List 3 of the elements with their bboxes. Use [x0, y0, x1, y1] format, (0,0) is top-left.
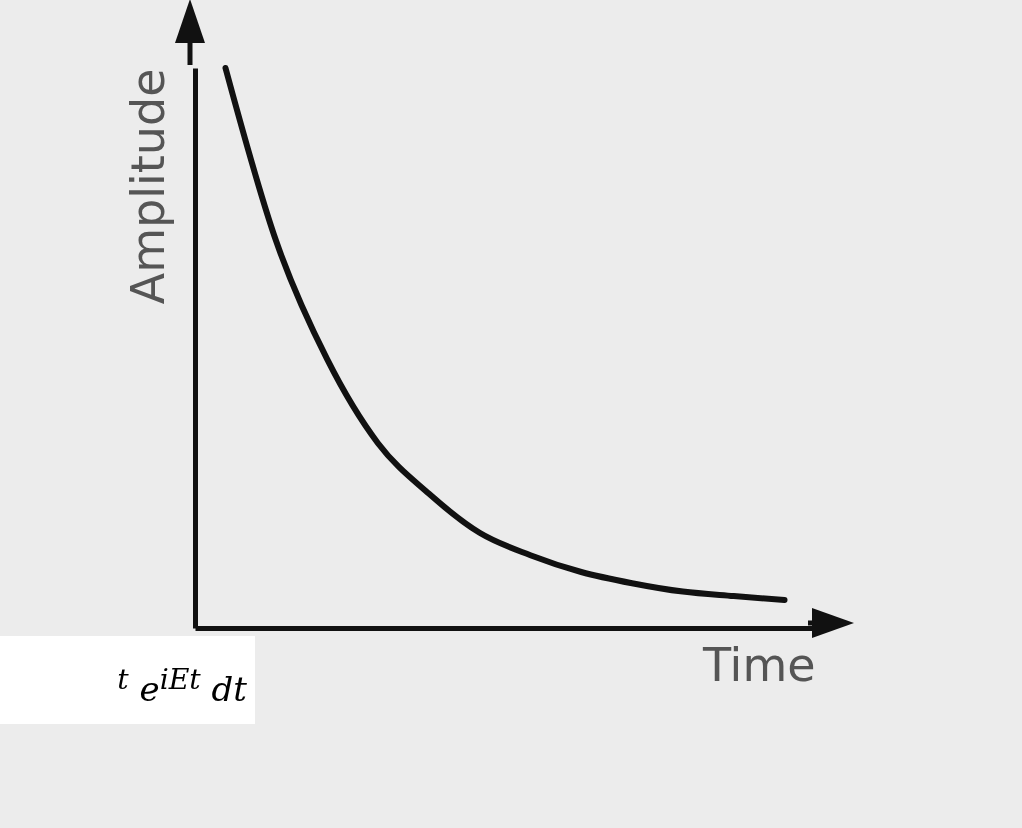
- text: $^{t}$ e$^{iEt}$ dt: [0, 636, 255, 724]
- y-axis-title: Amplitude: [120, 68, 175, 305]
- x-axis-title: Time: [701, 637, 816, 692]
